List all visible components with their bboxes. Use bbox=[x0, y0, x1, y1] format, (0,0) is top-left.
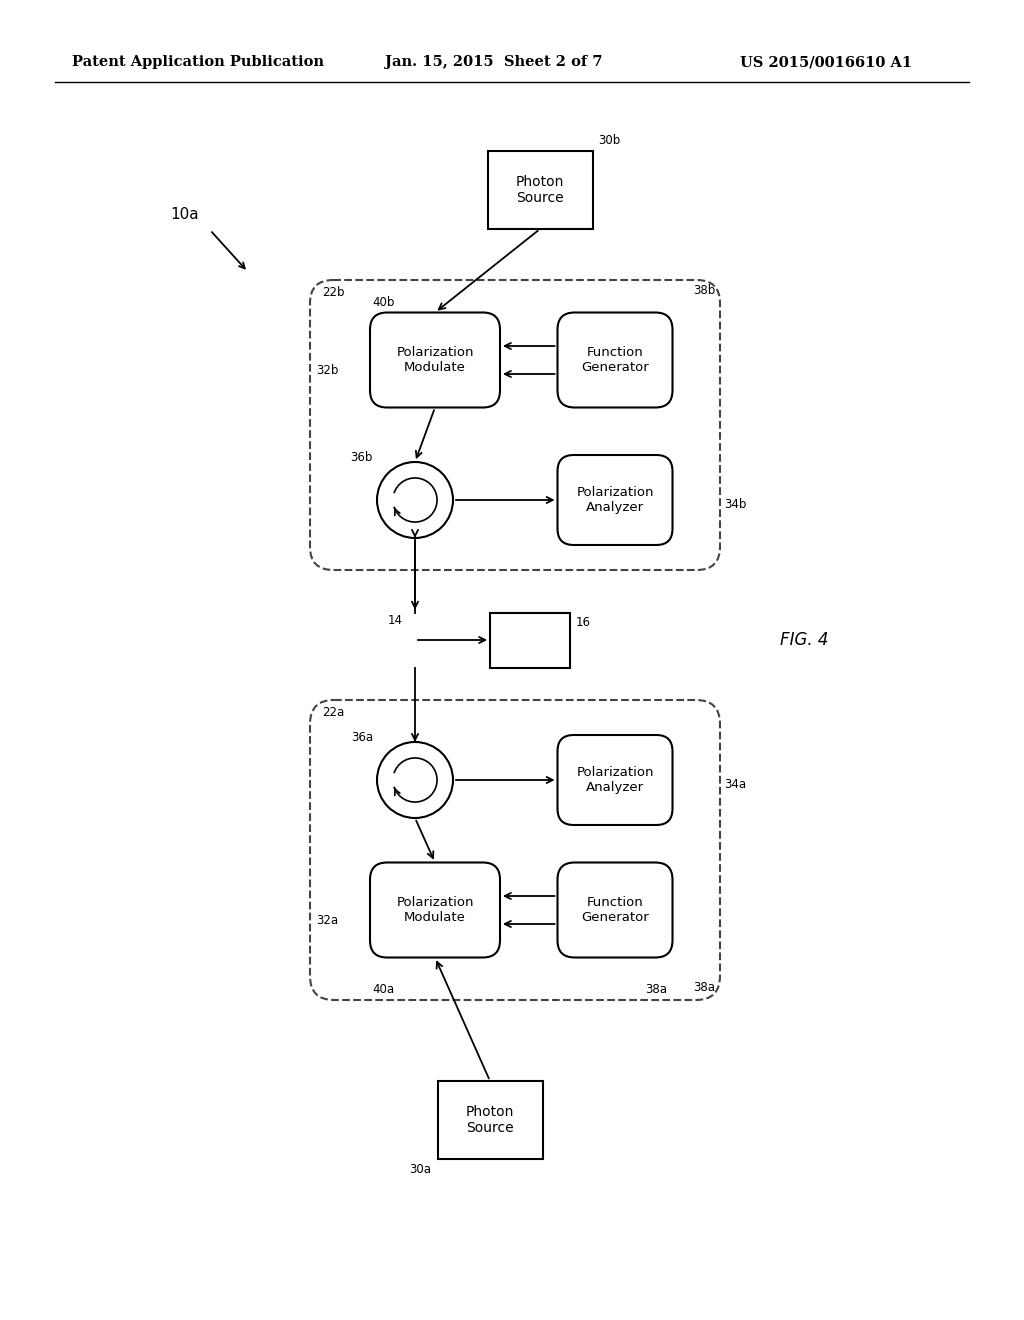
Text: 10a: 10a bbox=[170, 207, 199, 222]
FancyBboxPatch shape bbox=[557, 735, 673, 825]
Bar bbox=[487, 150, 593, 228]
Text: 38a: 38a bbox=[645, 983, 668, 997]
FancyBboxPatch shape bbox=[557, 455, 673, 545]
Text: Function
Generator: Function Generator bbox=[582, 346, 649, 374]
Text: Photon
Source: Photon Source bbox=[516, 176, 564, 205]
Text: 36a: 36a bbox=[351, 731, 373, 744]
Text: 22a: 22a bbox=[322, 706, 344, 719]
Text: Patent Application Publication: Patent Application Publication bbox=[72, 55, 324, 69]
Text: 36b: 36b bbox=[350, 451, 373, 465]
Text: 32a: 32a bbox=[316, 913, 338, 927]
Text: Polarization
Analyzer: Polarization Analyzer bbox=[577, 486, 653, 513]
Text: 30b: 30b bbox=[598, 135, 621, 147]
Text: 40a: 40a bbox=[372, 983, 394, 997]
Text: 16: 16 bbox=[575, 616, 591, 630]
FancyBboxPatch shape bbox=[557, 313, 673, 408]
Text: US 2015/0016610 A1: US 2015/0016610 A1 bbox=[740, 55, 912, 69]
FancyBboxPatch shape bbox=[370, 313, 500, 408]
Text: Polarization
Modulate: Polarization Modulate bbox=[396, 346, 474, 374]
Text: FIG. 4: FIG. 4 bbox=[780, 631, 828, 649]
Bar bbox=[437, 1081, 543, 1159]
Text: 22b: 22b bbox=[322, 286, 344, 300]
Text: 14: 14 bbox=[388, 614, 403, 627]
Text: 38a: 38a bbox=[693, 981, 715, 994]
Text: 32b: 32b bbox=[316, 363, 338, 376]
Text: Polarization
Analyzer: Polarization Analyzer bbox=[577, 766, 653, 795]
Text: Function
Generator: Function Generator bbox=[582, 896, 649, 924]
FancyBboxPatch shape bbox=[370, 862, 500, 957]
Text: Photon
Source: Photon Source bbox=[466, 1105, 514, 1135]
Text: 38b: 38b bbox=[693, 284, 715, 297]
Text: Jan. 15, 2015  Sheet 2 of 7: Jan. 15, 2015 Sheet 2 of 7 bbox=[385, 55, 602, 69]
Text: Polarization
Modulate: Polarization Modulate bbox=[396, 896, 474, 924]
Text: 34b: 34b bbox=[724, 498, 746, 511]
Bar bbox=[490, 612, 570, 668]
Text: 34a: 34a bbox=[724, 777, 746, 791]
FancyBboxPatch shape bbox=[557, 862, 673, 957]
Text: 40b: 40b bbox=[372, 296, 394, 309]
Text: 30a: 30a bbox=[410, 1163, 431, 1176]
